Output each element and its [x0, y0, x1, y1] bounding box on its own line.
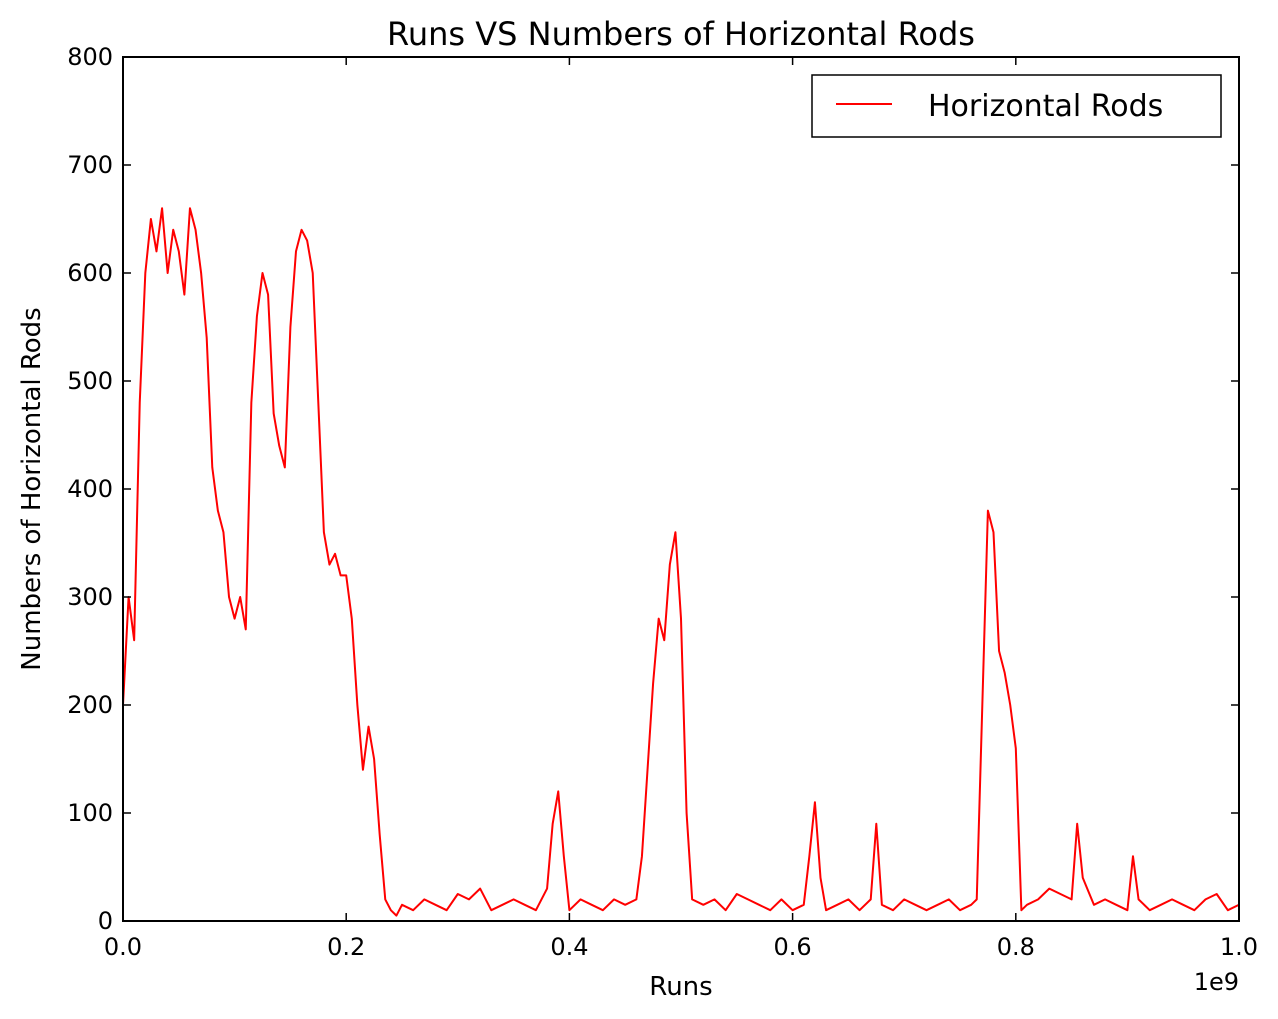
y-tick-label: 600 [67, 259, 113, 287]
x-axis-ticks: 0.0 0.2 0.4 0.6 0.8 1.0 [104, 57, 1258, 961]
y-tick-label: 500 [67, 367, 113, 395]
y-tick-label: 100 [67, 799, 113, 827]
x-tick-label: 0.2 [327, 933, 365, 961]
chart-title: Runs VS Numbers of Horizontal Rods [387, 15, 975, 53]
y-tick-label: 700 [67, 151, 113, 179]
x-axis-offset-label: 1e9 [1194, 968, 1239, 996]
y-tick-label: 400 [67, 475, 113, 503]
y-axis-label: Numbers of Horizontal Rods [17, 307, 47, 670]
x-axis-label: Runs [649, 972, 712, 1002]
x-tick-label: 0.8 [997, 933, 1035, 961]
x-tick-label: 1.0 [1220, 933, 1258, 961]
y-tick-label: 200 [67, 691, 113, 719]
x-tick-label: 0.4 [550, 933, 588, 961]
y-tick-label: 800 [67, 43, 113, 71]
legend-box [811, 74, 1222, 138]
legend-label: Horizontal Rods [928, 89, 1163, 124]
legend: Horizontal Rods [811, 74, 1222, 138]
x-tick-label: 0.0 [104, 933, 142, 961]
y-axis-ticks: 0 100 200 300 400 500 600 700 800 [67, 43, 1239, 935]
y-tick-label: 0 [98, 907, 113, 935]
y-tick-label: 300 [67, 583, 113, 611]
series-line-horizontal-rods [123, 207, 1239, 917]
x-tick-label: 0.6 [774, 933, 812, 961]
